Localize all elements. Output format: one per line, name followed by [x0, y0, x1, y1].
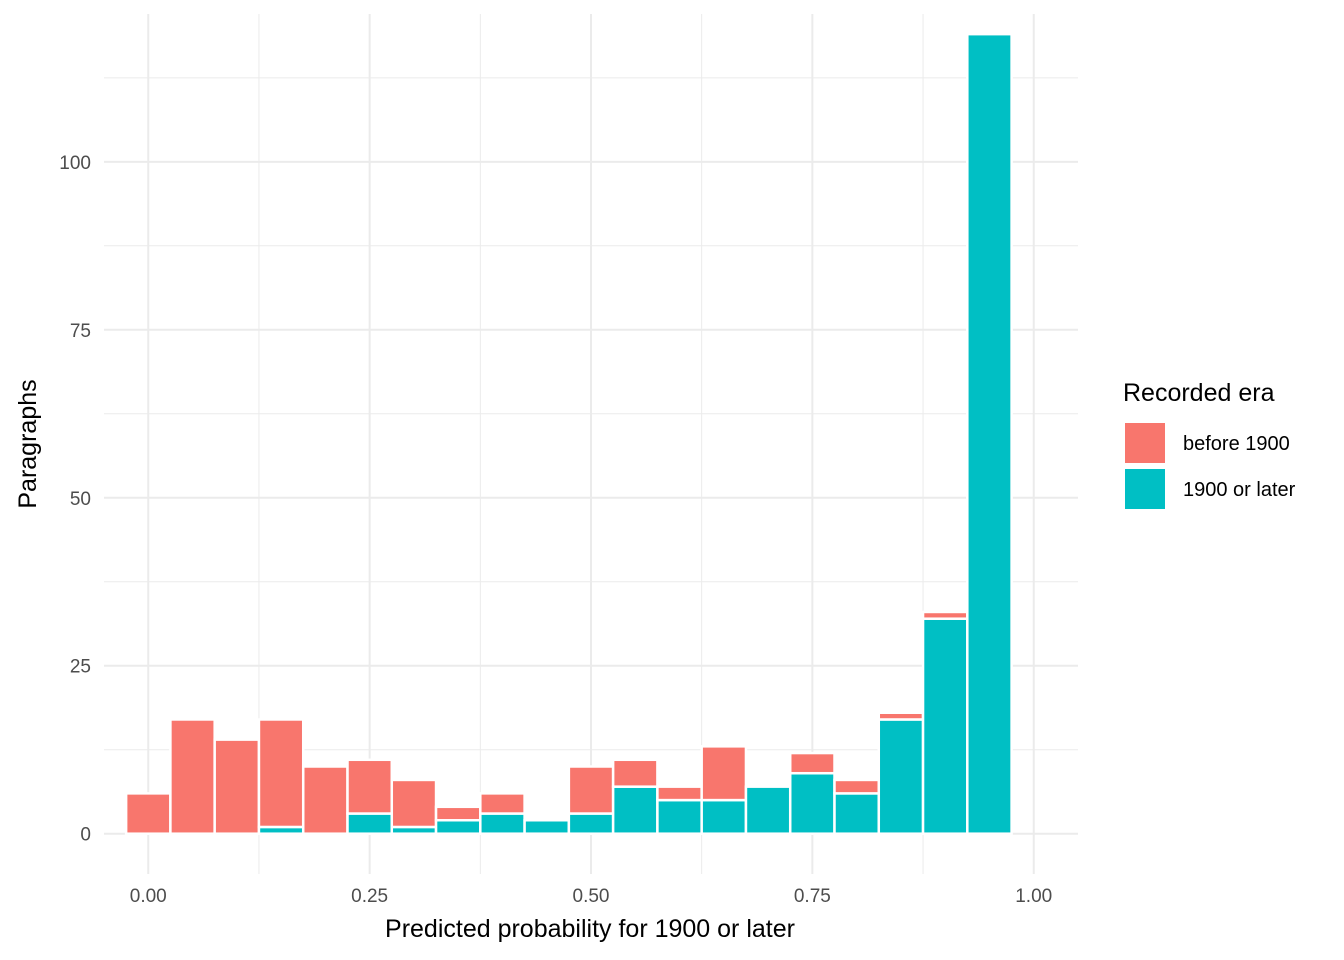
bar-later-bin-16	[833, 792, 881, 835]
x-tick-label-1: 0.25	[351, 886, 388, 907]
legend-key-1900-or-later	[1125, 469, 1165, 509]
bar-before-bin-12	[656, 785, 703, 802]
y-tick-label-2: 50	[70, 489, 91, 510]
bar-later-bin-18	[921, 617, 969, 835]
x-axis-title: Predicted probability for 1900 or later	[385, 915, 795, 943]
bar-before-bin-3	[257, 718, 305, 829]
bar-before-bin-4	[301, 765, 349, 835]
bar-before-bin-16	[833, 778, 881, 795]
grid-lines	[104, 14, 1078, 874]
bar-before-bin-0	[124, 792, 172, 835]
bar-later-bin-8	[479, 812, 526, 835]
bar-later-bin-11	[611, 785, 659, 835]
y-tick-label-1: 25	[70, 657, 91, 678]
legend: Recorded era before 1900 1900 or later	[1123, 379, 1296, 509]
bar-later-bin-7	[434, 819, 482, 835]
legend-label-1900-or-later: 1900 or later	[1183, 479, 1296, 501]
bars	[124, 32, 1013, 835]
bar-later-bin-9	[523, 819, 571, 835]
bar-later-bin-15	[788, 771, 836, 835]
x-tick-label-4: 1.00	[1015, 886, 1052, 907]
tick-labels: 0.00 0.25 0.50 0.75 1.00 0 25 50 75 100	[59, 153, 1052, 907]
bar-later-bin-17	[877, 718, 925, 835]
bar-later-bin-10	[567, 812, 615, 835]
x-tick-label-3: 0.75	[794, 886, 831, 907]
x-tick-label-0: 0.00	[130, 886, 167, 907]
y-tick-label-3: 75	[70, 321, 91, 342]
bar-later-bin-12	[656, 798, 703, 835]
bar-later-bin-19	[966, 32, 1013, 835]
bar-before-bin-5	[346, 758, 394, 815]
bar-before-bin-2	[213, 738, 261, 835]
x-tick-label-2: 0.50	[573, 886, 610, 907]
bar-before-bin-8	[479, 792, 526, 815]
y-axis-title: Paragraphs	[14, 379, 42, 508]
bar-later-bin-5	[346, 812, 394, 835]
bar-before-bin-17	[877, 711, 925, 721]
legend-label-before-1900: before 1900	[1183, 433, 1290, 455]
bar-before-bin-10	[567, 765, 615, 815]
bar-before-bin-18	[921, 610, 969, 620]
y-tick-label-4: 100	[59, 153, 91, 174]
legend-title: Recorded era	[1123, 379, 1275, 407]
bar-before-bin-13	[700, 745, 748, 802]
bar-before-bin-11	[611, 758, 659, 788]
bar-before-bin-15	[788, 751, 836, 775]
bar-later-bin-14	[744, 785, 792, 835]
bar-before-bin-6	[390, 778, 438, 829]
legend-key-before-1900	[1125, 423, 1165, 463]
bar-later-bin-13	[700, 798, 748, 835]
bar-before-bin-7	[434, 805, 482, 822]
bar-before-bin-1	[169, 718, 216, 835]
y-tick-label-0: 0	[80, 825, 91, 846]
